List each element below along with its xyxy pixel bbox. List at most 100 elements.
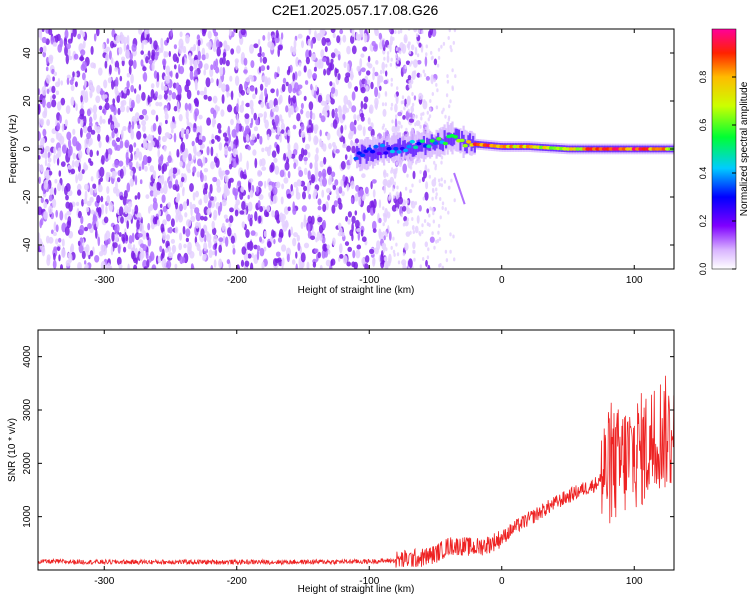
noise-blob (410, 209, 413, 214)
noise-blob (375, 60, 379, 65)
noise-blob (43, 201, 48, 209)
noise-blob (345, 215, 349, 222)
noise-blob (94, 254, 100, 263)
noise-blob (289, 105, 295, 115)
noise-blob (279, 133, 282, 143)
noise-blob (441, 201, 445, 206)
noise-blob (257, 52, 262, 58)
noise-blob (203, 86, 207, 96)
noise-blob (342, 114, 346, 120)
noise-blob (207, 30, 212, 39)
noise-blob (227, 125, 231, 136)
noise-blob (217, 205, 221, 216)
noise-blob (228, 163, 233, 170)
noise-blob (96, 171, 99, 180)
noise-blob (387, 44, 390, 49)
noise-blob (127, 263, 130, 269)
noise-blob (305, 56, 310, 65)
noise-blob (268, 99, 274, 109)
signal-point (416, 141, 422, 146)
noise-blob (357, 190, 361, 198)
noise-blob (57, 44, 62, 53)
noise-blob (103, 216, 109, 224)
noise-blob (176, 148, 180, 158)
noise-blob (292, 201, 296, 212)
noise-blob (40, 164, 44, 173)
noise-blob (180, 141, 186, 153)
noise-blob (318, 170, 323, 178)
noise-blob (326, 244, 330, 250)
noise-blob (240, 89, 245, 96)
noise-blob (213, 259, 217, 268)
noise-blob (45, 235, 50, 244)
signal-band (460, 130, 464, 143)
noise-blob (60, 161, 66, 168)
noise-blob (156, 219, 160, 227)
noise-blob (83, 115, 87, 126)
noise-blob (381, 39, 385, 48)
noise-blob (274, 165, 280, 175)
noise-blob (234, 58, 239, 64)
noise-blob (298, 62, 302, 67)
noise-blob (131, 43, 137, 52)
noise-blob (242, 174, 247, 180)
noise-blob (221, 222, 226, 232)
noise-blob (416, 72, 421, 78)
noise-blob (182, 45, 187, 54)
noise-blob (424, 191, 429, 201)
signal-band (375, 146, 378, 159)
noise-blob (77, 240, 81, 246)
noise-blob (72, 136, 78, 147)
noise-blob (339, 29, 344, 35)
noise-blob (195, 241, 200, 247)
noise-blob (395, 207, 399, 212)
noise-blob (424, 241, 428, 248)
noise-blob (433, 177, 437, 182)
noise-blob (322, 203, 327, 213)
noise-blob (350, 140, 353, 147)
noise-blob (367, 126, 373, 132)
noise-blob (298, 90, 303, 96)
noise-blob (133, 257, 138, 264)
noise-blob (321, 189, 325, 198)
noise-blob (116, 95, 121, 103)
noise-blob (126, 182, 131, 193)
noise-blob (85, 244, 90, 253)
noise-blob (411, 183, 414, 188)
noise-blob (292, 237, 297, 247)
noise-blob (123, 204, 129, 215)
noise-blob (141, 91, 146, 101)
noise-blob (178, 66, 185, 75)
signal-band (459, 138, 462, 151)
noise-blob (410, 200, 414, 205)
noise-blob (57, 101, 62, 111)
noise-blob (129, 52, 133, 61)
noise-blob (206, 208, 212, 215)
noise-blob (308, 119, 312, 126)
noise-blob (290, 226, 294, 236)
noise-blob (319, 29, 325, 38)
noise-blob (203, 216, 208, 222)
noise-blob (337, 232, 343, 237)
noise-blob (103, 94, 108, 99)
noise-blob (402, 252, 406, 257)
noise-blob (246, 160, 249, 171)
noise-blob (340, 178, 344, 188)
signal-point (366, 147, 372, 151)
noise-blob (432, 219, 435, 224)
noise-blob (331, 171, 336, 178)
noise-blob (76, 183, 82, 192)
noise-blob (114, 233, 119, 243)
noise-blob (82, 60, 87, 70)
noise-blob (190, 263, 194, 269)
noise-blob (178, 242, 182, 251)
noise-blob (67, 252, 71, 259)
noise-blob (378, 32, 382, 40)
noise-blob (364, 186, 369, 194)
noise-blob (368, 106, 373, 114)
noise-blob (354, 193, 359, 202)
noise-blob (215, 39, 220, 49)
noise-blob (369, 248, 375, 254)
noise-blob (212, 95, 218, 104)
